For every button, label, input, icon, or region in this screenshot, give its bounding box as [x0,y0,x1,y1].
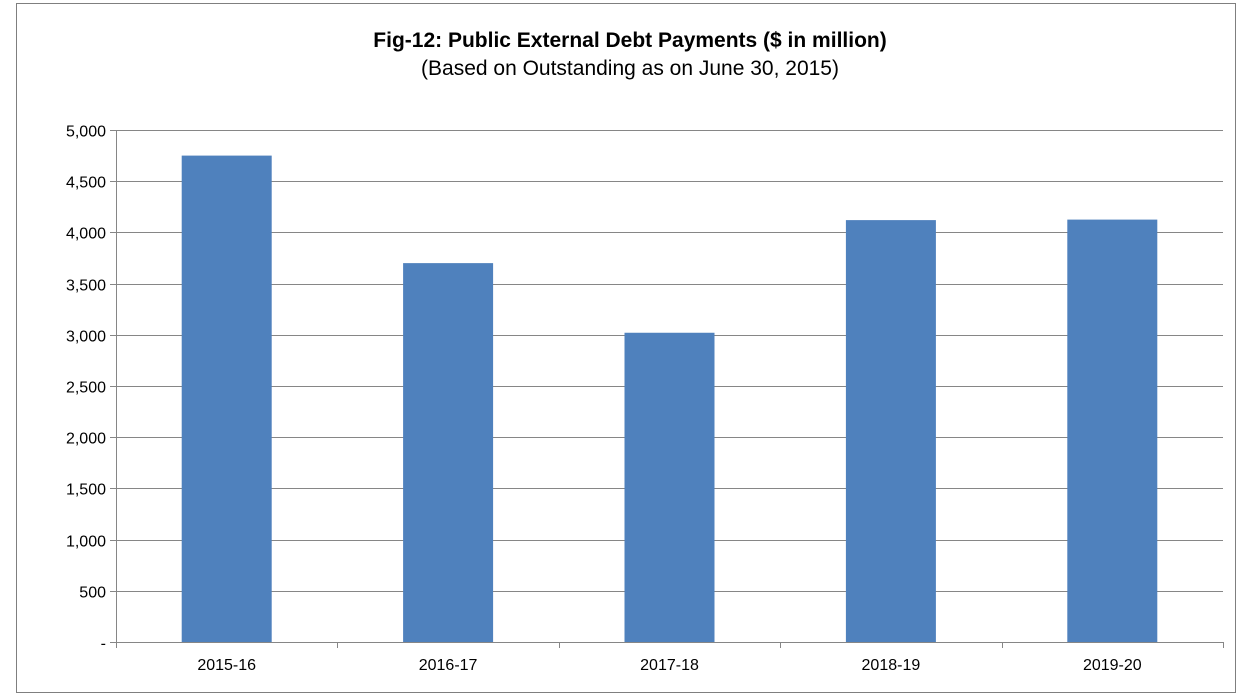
y-axis-tick-label: 5,000 [66,124,106,141]
x-axis-tick-label: 2018-19 [862,657,921,674]
bar-2017-18 [624,332,715,642]
y-axis-tick-labels: - 500 1,000 1,500 2,000 2,500 3,000 3,500 4,000 4… [66,124,106,653]
bars [181,155,1158,642]
y-axis-tick-label: 4,000 [66,226,106,243]
x-axis-tick-labels: 2015-16 2016-17 2017-18 2018-19 2019-20 [197,657,1141,674]
bar-2018-19 [845,220,936,642]
gridlines [116,130,1223,592]
bar-2019-20 [1067,219,1158,642]
chart-subtitle: (Based on Outstanding as on June 30, 201… [421,57,839,80]
x-axis-tick-label: 2019-20 [1083,657,1142,674]
bar-2016-17 [403,263,494,642]
y-axis-tick-label: 2,500 [66,380,106,397]
y-axis-tick-label: - [101,636,106,653]
axes [110,130,1224,648]
x-axis-tick-label: 2015-16 [197,657,256,674]
chart-title: Fig-12: Public External Debt Payments ($… [373,29,886,52]
y-axis-tick-label: 500 [79,585,106,602]
x-axis-tick-label: 2016-17 [419,657,478,674]
bar-2015-16 [181,155,272,642]
y-axis-tick-label: 4,500 [66,175,106,192]
y-axis-tick-label: 1,500 [66,482,106,499]
y-axis-tick-label: 3,500 [66,278,106,295]
y-axis-tick-label: 3,000 [66,329,106,346]
y-axis-tick-label: 2,000 [66,431,106,448]
x-axis-tick-label: 2017-18 [640,657,699,674]
y-axis-tick-label: 1,000 [66,534,106,551]
